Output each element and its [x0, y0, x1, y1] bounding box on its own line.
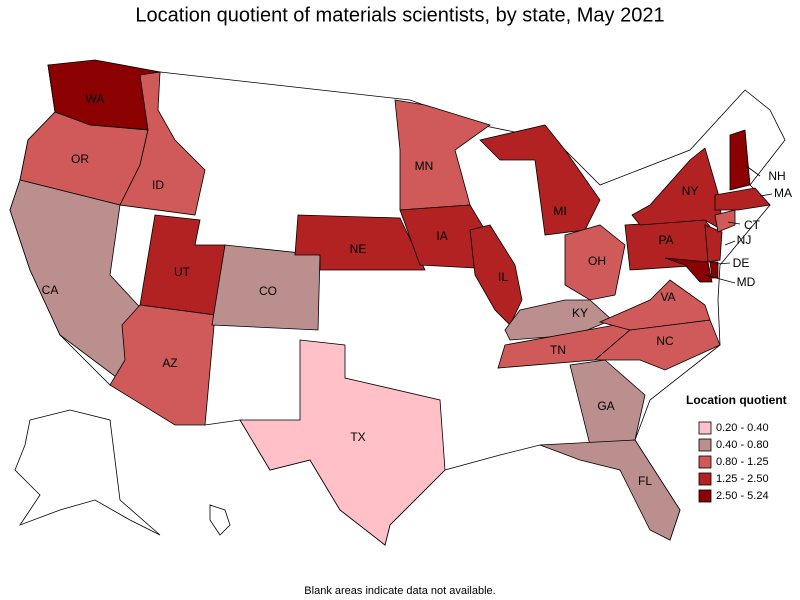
state-label: MI	[553, 204, 566, 218]
legend-swatch	[698, 455, 712, 469]
state-label: AZ	[162, 356, 177, 370]
state-label: NJ	[737, 233, 752, 247]
state	[714, 187, 771, 211]
state-label: MA	[774, 186, 792, 200]
state	[704, 224, 723, 263]
state-label: TN	[550, 343, 566, 357]
hawaii	[209, 504, 231, 536]
state-label: VA	[660, 290, 675, 304]
state	[539, 439, 681, 541]
state	[469, 224, 523, 326]
state-label: KY	[572, 306, 588, 320]
legend-label: 0.80 - 1.25	[716, 456, 769, 468]
legend-label: 0.40 - 0.80	[716, 439, 769, 451]
state-label: TX	[350, 430, 365, 444]
legend-label: 0.20 - 0.40	[716, 422, 769, 434]
state	[714, 209, 736, 233]
state-label: NC	[656, 334, 674, 348]
state	[598, 279, 711, 331]
state-label: ID	[152, 178, 164, 192]
legend-label: 1.25 - 2.50	[716, 473, 769, 485]
state-label: DE	[733, 256, 750, 270]
leader-line	[759, 193, 773, 197]
legend-swatch	[698, 438, 712, 452]
state-label: OR	[71, 152, 89, 166]
legend-label: 2.50 - 5.24	[716, 490, 769, 502]
state-label: UT	[174, 265, 191, 279]
leader-line	[744, 164, 761, 177]
map-title: Location quotient of materials scientist…	[135, 4, 664, 26]
state	[239, 339, 446, 546]
leader-line	[727, 221, 741, 225]
alaska	[14, 409, 161, 536]
legend-swatch	[698, 472, 712, 486]
state-label: MD	[737, 275, 756, 289]
state	[119, 71, 206, 216]
state	[109, 304, 216, 426]
state-label: GA	[597, 399, 614, 413]
state-label: CO	[259, 284, 277, 298]
leader-line	[704, 274, 736, 284]
legend-swatch	[698, 489, 712, 503]
state	[504, 299, 613, 341]
footnote: Blank areas indicate data not available.	[304, 585, 495, 597]
state-label: IL	[498, 270, 508, 284]
state-label: NY	[682, 184, 699, 198]
legend: Location quotient 0.20 - 0.40 0.40 - 0.80…	[686, 393, 787, 503]
state-label: NE	[350, 242, 367, 256]
state-label: NH	[768, 169, 785, 183]
state	[564, 224, 626, 301]
state	[664, 257, 713, 283]
state	[294, 214, 426, 271]
legend-title: Location quotient	[686, 393, 787, 407]
state-label: MN	[415, 159, 434, 173]
leader-line	[724, 240, 736, 246]
legend-swatch	[698, 421, 712, 435]
state-label: WA	[86, 92, 105, 106]
state-label: OH	[588, 254, 606, 268]
state-label: CA	[42, 283, 59, 297]
state-label: PA	[658, 233, 673, 247]
leader-line	[715, 262, 731, 265]
state-label: FL	[638, 474, 652, 488]
state-label: CT	[744, 218, 761, 232]
state	[709, 261, 719, 279]
state	[394, 99, 491, 211]
state	[729, 129, 751, 191]
state-label: IA	[436, 229, 447, 243]
state	[569, 359, 646, 446]
state	[211, 244, 321, 331]
